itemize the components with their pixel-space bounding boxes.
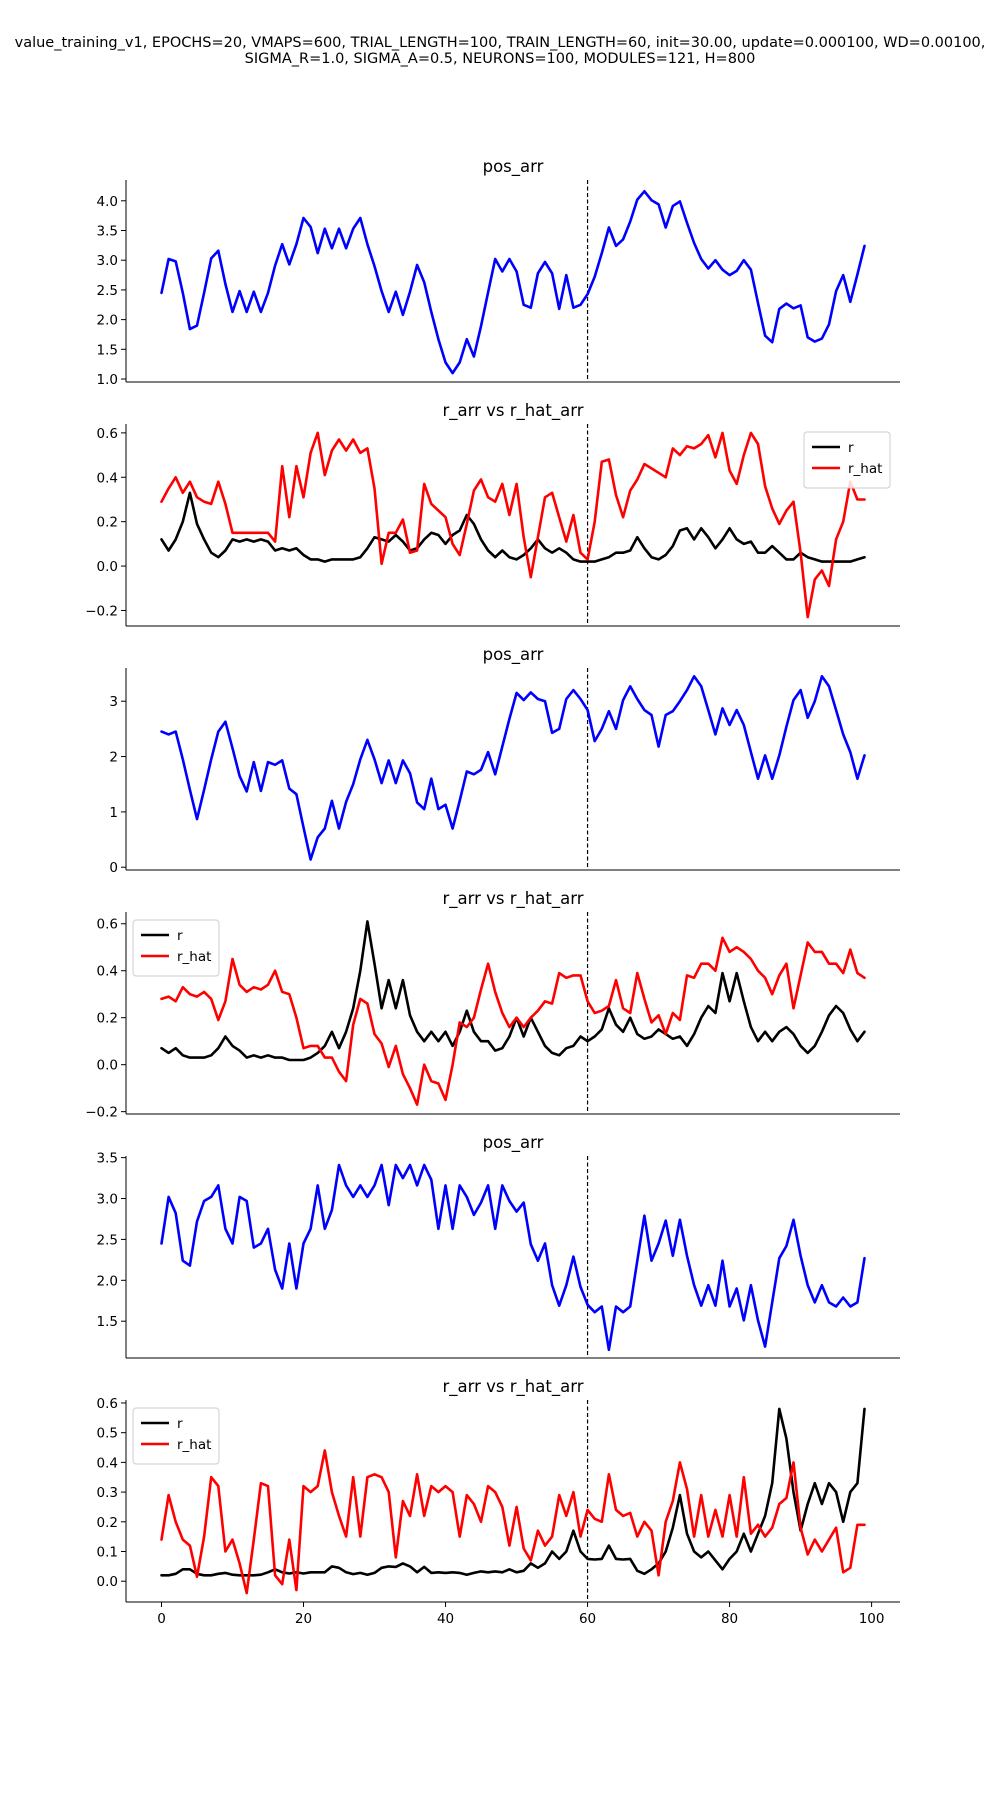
y-tick-label: 1.5	[97, 1314, 118, 1330]
y-tick-label: 0.0	[97, 1058, 118, 1074]
y-tick-label: 0.3	[97, 1485, 118, 1501]
y-tick-label: 0.5	[97, 1426, 118, 1442]
subplot-6: r_arr vs r_hat_arr 0.0 0.1 0.2 0.3 0.4 0.5 0.6 0…	[97, 1377, 900, 1627]
x-tick-label: 0	[157, 1611, 166, 1627]
legend: r r_hat	[803, 431, 891, 489]
y-tick-label: 0.6	[97, 917, 118, 933]
series-line	[160, 1163, 866, 1352]
y-tick-label: 2.0	[97, 313, 118, 329]
figure-suptitle-line-1: value_training_v1, EPOCHS=20, VMAPS=600,…	[15, 35, 986, 51]
y-tick-label: 0	[109, 860, 118, 876]
y-tick-label: −0.2	[85, 1105, 118, 1121]
subplot-grid: pos_arr 1.0 1.5 2.0 2.5 3.0 3.5 4.0 r_arr vs r_h…	[85, 157, 900, 1627]
y-tick-label: 3.0	[97, 253, 118, 269]
y-tick-label: 0.6	[97, 426, 118, 442]
series-line-r	[160, 1407, 866, 1577]
y-tick-label: 4.0	[97, 194, 118, 210]
legend: r r_hat	[132, 1407, 220, 1465]
x-tick-label: 80	[721, 1611, 738, 1627]
y-tick-label: 3.0	[97, 1192, 118, 1208]
y-tick-label: 3.5	[97, 224, 118, 240]
subplot-title: pos_arr	[483, 157, 544, 177]
y-tick-label: 0.0	[97, 1574, 118, 1590]
subplot-title: r_arr vs r_hat_arr	[443, 889, 584, 909]
y-tick-label: 0.2	[97, 515, 118, 531]
x-tick-label: 20	[295, 1611, 312, 1627]
subplot-title: r_arr vs r_hat_arr	[443, 1377, 584, 1397]
y-tick-label: 0.4	[97, 470, 118, 486]
series-line-r	[160, 491, 866, 563]
subplot-title: pos_arr	[483, 645, 544, 665]
y-tick-label: 3	[109, 694, 118, 710]
series-line	[160, 674, 866, 861]
y-tick-label: 0.6	[97, 1396, 118, 1412]
y-tick-label: 1.5	[97, 342, 118, 358]
legend-label-r-hat: r_hat	[177, 949, 211, 965]
y-tick-label: 2.5	[97, 1232, 118, 1248]
y-tick-label: −0.2	[85, 603, 118, 619]
subplot-5: pos_arr 1.5 2.0 2.5 3.0 3.5	[97, 1133, 900, 1359]
y-tick-label: 0.0	[97, 559, 118, 575]
legend: r r_hat	[132, 919, 220, 977]
series-line-r-hat	[160, 431, 866, 619]
subplot-title: r_arr vs r_hat_arr	[443, 401, 584, 421]
y-tick-label: 3.5	[97, 1151, 118, 1167]
y-tick-label: 1.0	[97, 372, 118, 388]
y-tick-label: 1	[109, 805, 118, 821]
subplot-2: r_arr vs r_hat_arr −0.2 0.0 0.2 0.4 0.6 r r_hat	[85, 401, 900, 627]
legend-label-r: r	[177, 928, 183, 944]
legend-label-r: r	[177, 1416, 183, 1432]
y-tick-label: 0.4	[97, 1455, 118, 1471]
subplot-3: pos_arr 0 1 2 3	[109, 645, 900, 876]
subplot-1: pos_arr 1.0 1.5 2.0 2.5 3.0 3.5 4.0	[97, 157, 900, 388]
subplot-4: r_arr vs r_hat_arr −0.2 0.0 0.2 0.4 0.6 r r_hat	[85, 889, 900, 1121]
subplot-title: pos_arr	[483, 1133, 544, 1153]
legend-frame	[132, 1407, 220, 1465]
legend-label-r-hat: r_hat	[848, 461, 882, 477]
legend-frame	[132, 919, 220, 977]
y-tick-label: 0.1	[97, 1545, 118, 1561]
series-line-r	[160, 920, 866, 1062]
x-tick-label: 100	[859, 1611, 885, 1627]
y-tick-label: 0.4	[97, 964, 118, 980]
series-line	[160, 190, 866, 375]
figure-suptitle-line-2: SIGMA_R=1.0, SIGMA_A=0.5, NEURONS=100, M…	[245, 51, 756, 67]
legend-frame	[803, 431, 891, 489]
legend-label-r-hat: r_hat	[177, 1437, 211, 1453]
x-tick-label: 40	[437, 1611, 454, 1627]
y-tick-label: 0.2	[97, 1515, 118, 1531]
x-tick-label: 60	[579, 1611, 596, 1627]
legend-label-r: r	[848, 440, 854, 456]
y-tick-label: 2	[109, 750, 118, 766]
y-tick-label: 2.0	[97, 1273, 118, 1289]
series-line-r-hat	[160, 936, 866, 1106]
y-tick-label: 2.5	[97, 283, 118, 299]
y-tick-label: 0.2	[97, 1011, 118, 1027]
series-line-r-hat	[160, 1449, 866, 1595]
